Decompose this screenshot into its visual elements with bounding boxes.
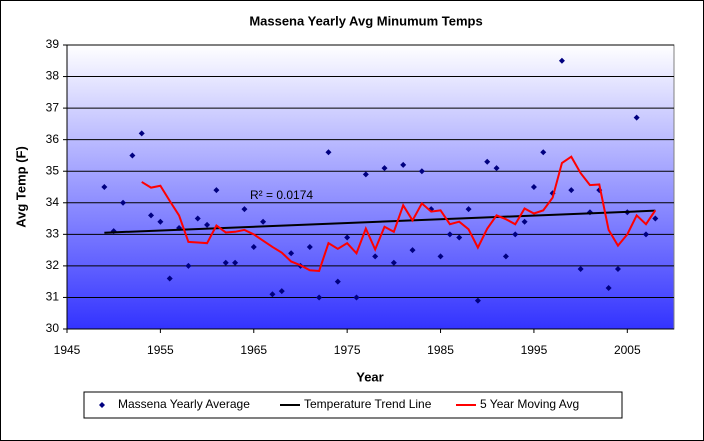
data-point (157, 218, 164, 225)
y-tick-label: 32 (46, 258, 60, 272)
data-point (512, 231, 519, 238)
data-point (521, 218, 528, 225)
data-point (138, 130, 145, 137)
data-point (120, 199, 127, 206)
y-axis-title: Avg Temp (F) (13, 146, 28, 228)
data-point (558, 57, 565, 64)
data-point (204, 221, 211, 228)
x-axis-title: Year (356, 369, 383, 384)
x-tick-label: 1955 (147, 343, 174, 357)
data-point (484, 158, 491, 165)
x-tick-label: 1985 (427, 343, 454, 357)
data-point (540, 149, 547, 156)
data-point (222, 259, 229, 266)
data-point (605, 284, 612, 291)
y-tick-label: 39 (46, 37, 60, 51)
data-point (353, 294, 360, 301)
data-point (362, 171, 369, 178)
data-point (652, 215, 659, 222)
data-point (474, 297, 481, 304)
data-point (194, 215, 201, 222)
data-point (316, 294, 323, 301)
data-point (185, 262, 192, 269)
data-point (418, 168, 425, 175)
legend (83, 391, 623, 419)
data-point (269, 291, 276, 298)
data-point (372, 253, 379, 260)
data-point (456, 234, 463, 241)
data-line (141, 155, 657, 272)
data-point (390, 259, 397, 266)
data-point (568, 187, 575, 194)
data-point (409, 247, 416, 254)
data-point (642, 231, 649, 238)
data-line (104, 209, 656, 234)
data-point (250, 243, 257, 250)
data-point (577, 266, 584, 273)
data-point (306, 243, 313, 250)
data-point (101, 184, 108, 190)
data-point (148, 212, 155, 219)
y-tick-label: 30 (46, 321, 60, 335)
data-point (344, 234, 351, 241)
data-point (614, 266, 621, 273)
plot-area (66, 44, 675, 330)
y-tick-label: 31 (46, 290, 60, 304)
chart-title: Massena Yearly Avg Minumum Temps (249, 13, 482, 28)
data-point (446, 231, 453, 238)
legend-label: Temperature Trend Line (304, 397, 432, 411)
data-point (437, 253, 444, 260)
annotation: R² = 0.0174 (250, 188, 313, 202)
y-tick-label: 36 (46, 132, 60, 146)
x-tick-label: 1965 (240, 343, 267, 357)
data-point (232, 259, 239, 266)
data-point (502, 253, 509, 260)
data-point (241, 206, 248, 213)
data-point (381, 165, 388, 172)
data-point (325, 149, 332, 156)
legend-label: 5 Year Moving Avg (480, 397, 579, 411)
data-point (129, 152, 136, 159)
data-point (633, 114, 640, 121)
data-point (260, 218, 267, 225)
data-point (213, 187, 220, 194)
data-point (288, 250, 295, 257)
x-tick-label: 2005 (614, 343, 641, 357)
data-point (530, 184, 537, 190)
legend-label: Massena Yearly Average (118, 397, 250, 411)
x-tick-label: 1975 (334, 343, 361, 357)
data-point (465, 206, 472, 213)
data-point (166, 275, 173, 282)
x-tick-label: 1995 (521, 343, 548, 357)
x-tick-label: 1945 (54, 343, 81, 357)
y-tick-label: 37 (46, 100, 60, 114)
legend-marker (99, 402, 105, 408)
data-point (334, 278, 341, 285)
data-point (278, 288, 285, 295)
y-tick-label: 34 (46, 195, 60, 209)
data-point (493, 165, 500, 172)
data-point (400, 161, 407, 168)
y-tick-label: 35 (46, 163, 60, 177)
y-tick-label: 33 (46, 227, 60, 241)
y-tick-label: 38 (46, 69, 60, 83)
